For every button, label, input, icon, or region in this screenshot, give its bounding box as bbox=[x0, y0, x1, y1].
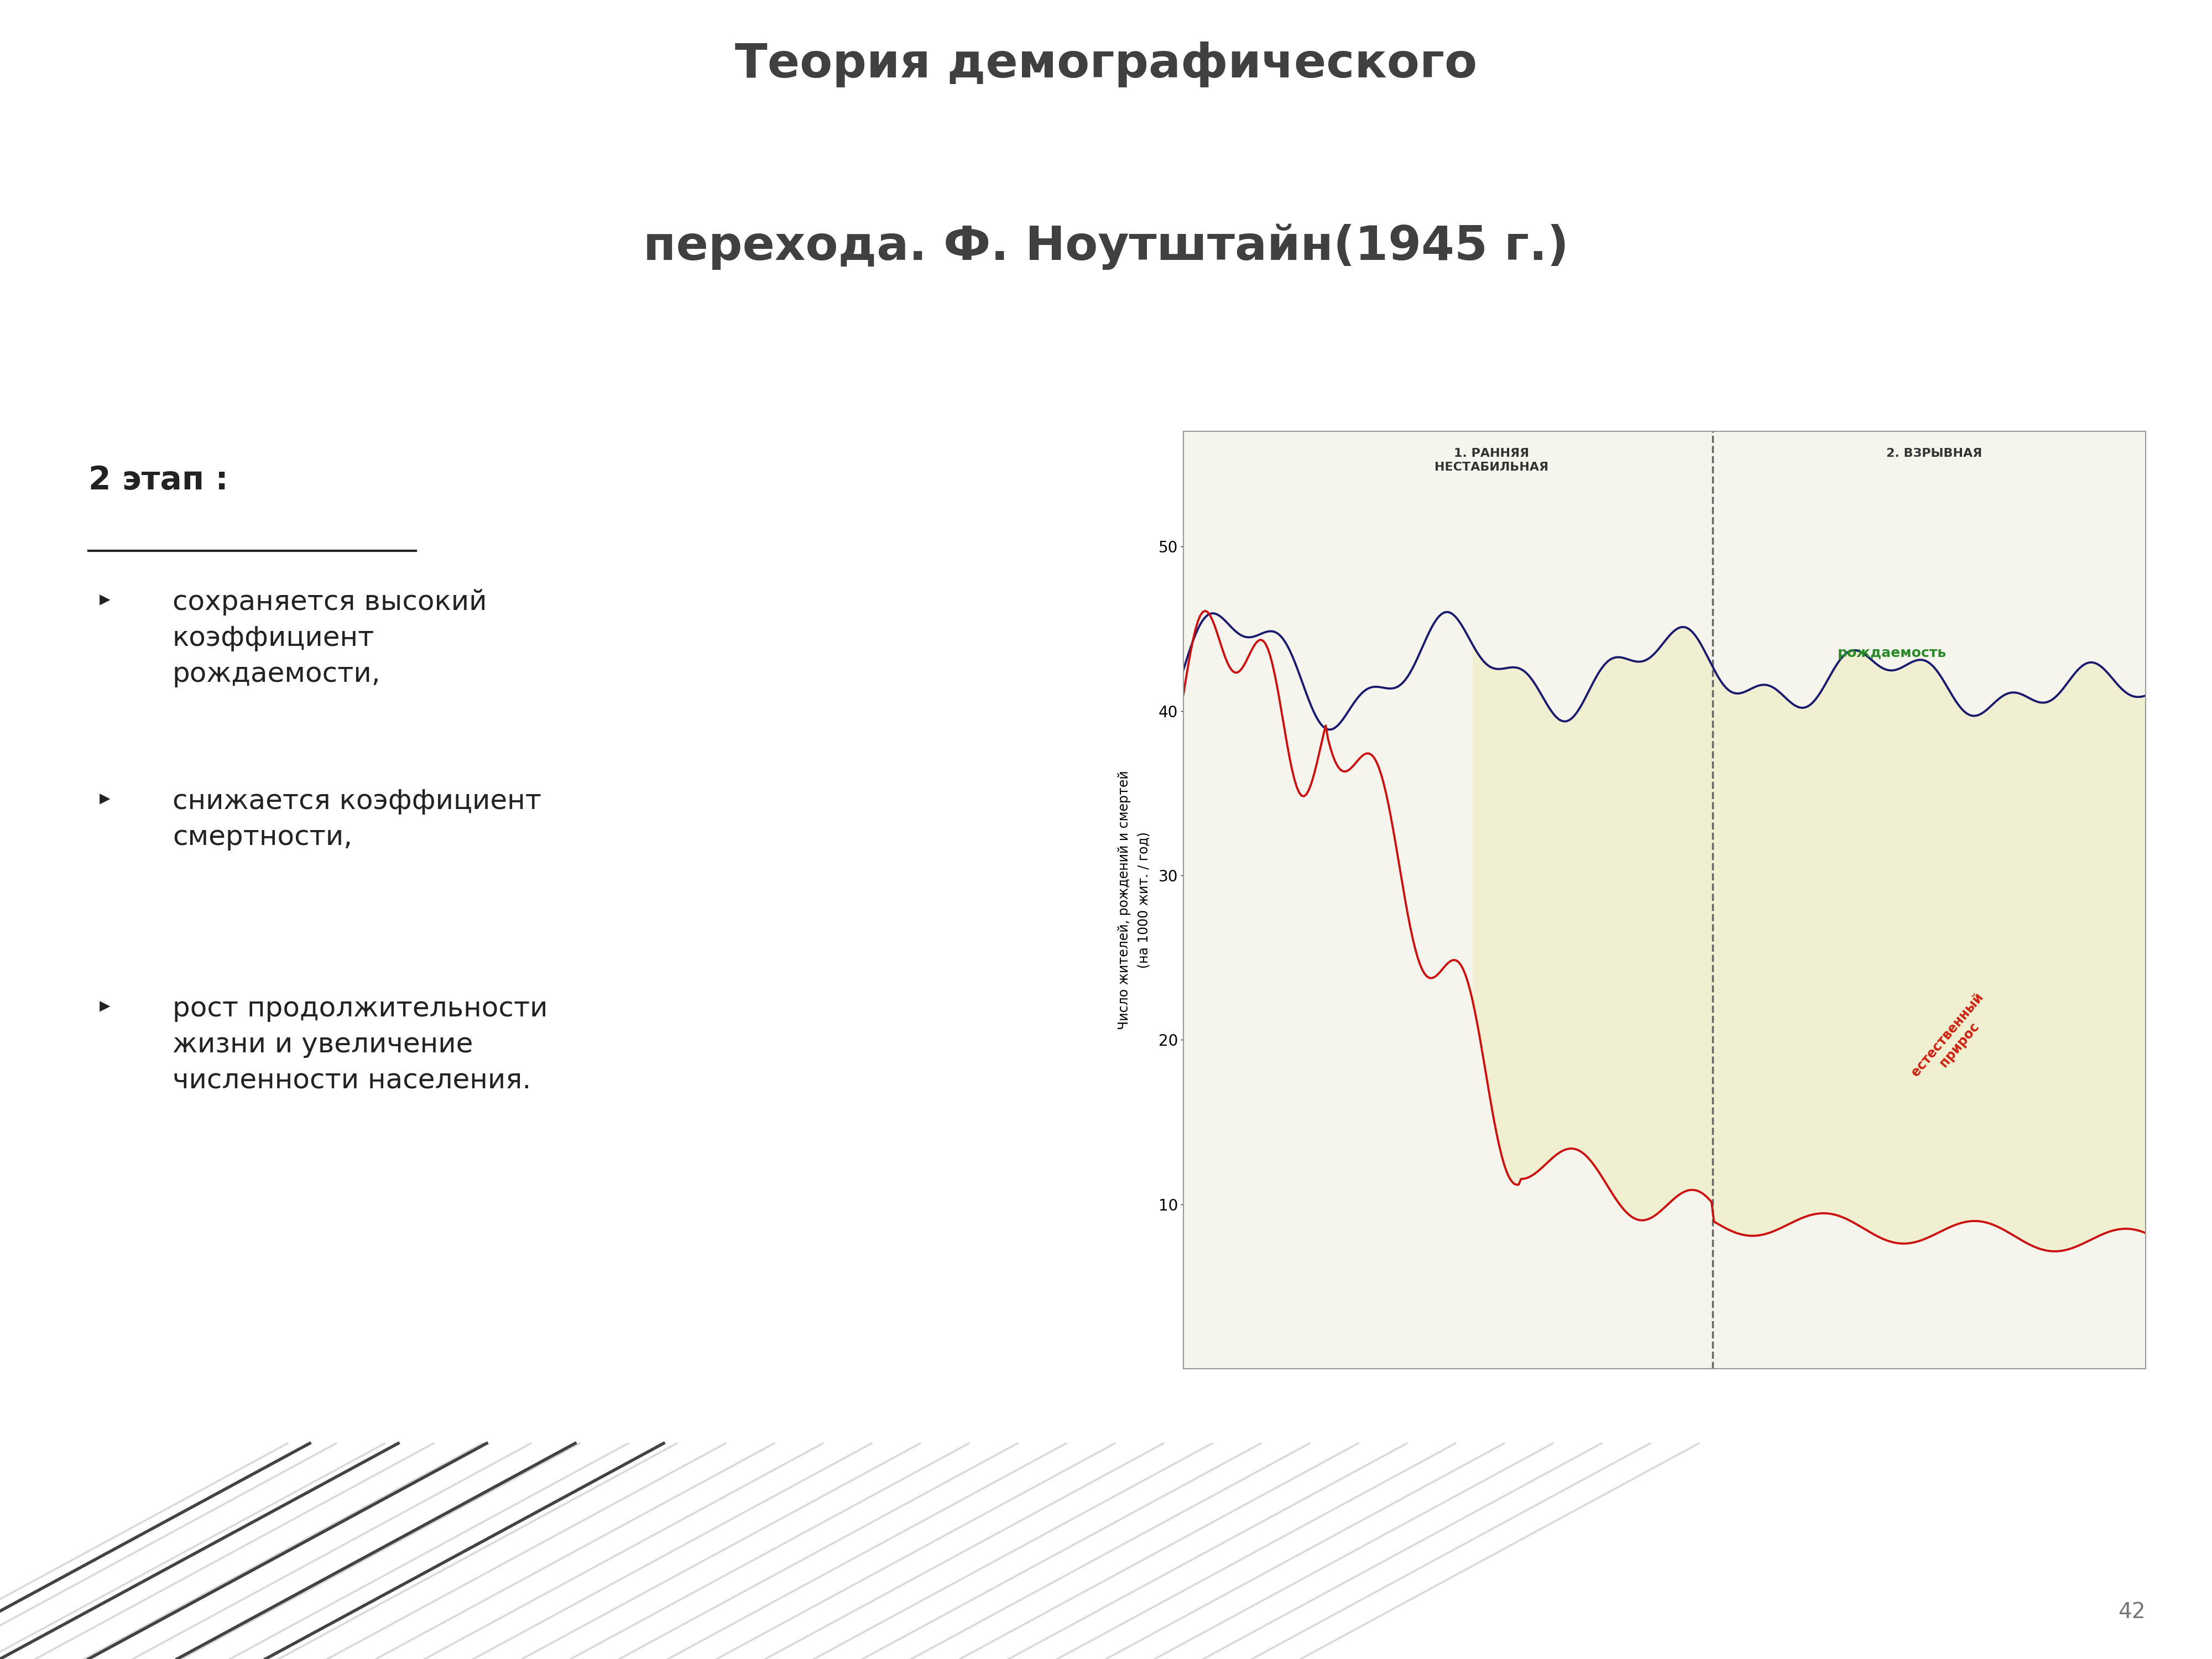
Text: снижается коэффициент
смертности,: снижается коэффициент смертности, bbox=[173, 788, 542, 851]
Text: 2. ВЗРЫВНАЯ: 2. ВЗРЫВНАЯ bbox=[1887, 448, 1982, 460]
Text: рост продолжительности
жизни и увеличение
численности населения.: рост продолжительности жизни и увеличени… bbox=[173, 995, 549, 1093]
Text: сохраняется высокий
коэффициент
рождаемости,: сохраняется высокий коэффициент рождаемо… bbox=[173, 589, 487, 687]
Text: перехода. Ф. Ноутштайн(1945 г.): перехода. Ф. Ноутштайн(1945 г.) bbox=[644, 224, 1568, 270]
Text: 42: 42 bbox=[2119, 1601, 2146, 1623]
Text: 2 этап :: 2 этап : bbox=[88, 465, 228, 496]
Text: ▸: ▸ bbox=[100, 589, 111, 611]
Text: Теория демографического: Теория демографического bbox=[734, 41, 1478, 88]
Text: рождаемость: рождаемость bbox=[1838, 647, 1947, 660]
Text: ▸: ▸ bbox=[100, 995, 111, 1017]
Text: 1. РАННЯЯ
НЕСТАБИЛЬНАЯ: 1. РАННЯЯ НЕСТАБИЛЬНАЯ bbox=[1433, 448, 1548, 473]
Y-axis label: Число жителей, рождений и смертей
(на 1000 жит. / год): Число жителей, рождений и смертей (на 10… bbox=[1117, 770, 1150, 1030]
Text: ▸: ▸ bbox=[100, 788, 111, 810]
Text: естественный
прирос: естественный прирос bbox=[1909, 990, 1997, 1088]
